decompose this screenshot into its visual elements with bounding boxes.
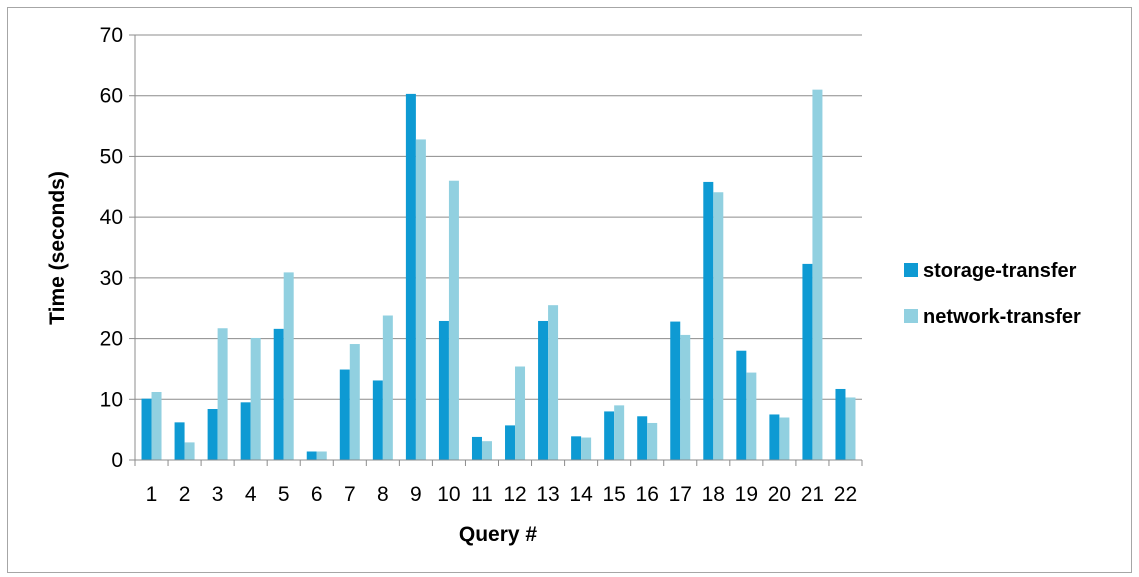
bar-network-transfer-5 [283,272,294,460]
x-tick-label: 17 [669,483,692,506]
bar-network-transfer-10 [448,180,459,460]
bar-storage-transfer-2 [174,422,185,460]
x-axis-title: Query # [459,523,538,546]
x-tick-label: 3 [212,483,224,506]
bar-storage-transfer-19 [736,350,747,460]
x-tick-label: 5 [278,483,290,506]
bar-storage-transfer-16 [637,416,648,460]
x-tick-label: 13 [536,483,559,506]
bar-network-transfer-12 [515,366,526,460]
y-tick-label: 0 [111,449,123,472]
gridlines [135,34,862,400]
bar-storage-transfer-15 [604,411,615,460]
bar-storage-transfer-20 [769,414,780,460]
x-tick-label: 9 [410,483,422,506]
bar-network-transfer-19 [746,372,757,460]
x-tick-label: 2 [179,483,191,506]
bar-network-transfer-18 [713,192,724,460]
x-tick-label: 4 [245,483,257,506]
bar-network-transfer-17 [680,334,691,460]
bar-storage-transfer-6 [306,451,317,460]
bar-network-transfer-20 [779,417,790,460]
bar-storage-transfer-11 [471,436,482,460]
bar-network-transfer-4 [250,337,261,460]
bar-network-transfer-16 [647,422,658,460]
bar-network-transfer-7 [349,344,360,460]
bar-network-transfer-1 [151,392,162,460]
bar-network-transfer-15 [614,405,625,460]
bar-network-transfer-13 [548,305,559,460]
x-tick-label: 12 [503,483,526,506]
bars [141,89,856,461]
bar-storage-transfer-7 [339,369,350,460]
y-tick-label: 50 [100,145,123,168]
y-tick-labels: 0 10 20 30 40 50 60 70 [100,24,123,472]
y-axis-title: Time (seconds) [46,171,69,325]
x-tick-label: 10 [437,483,460,506]
bar-storage-transfer-3 [207,409,218,460]
bar-storage-transfer-10 [438,320,449,460]
bar-network-transfer-3 [217,328,228,460]
x-tick-label: 15 [602,483,625,506]
x-tick-label: 7 [344,483,356,506]
legend: storage-transfer network-transfer [904,260,1081,328]
x-tick-label: 22 [834,483,857,506]
x-tick-label: 6 [311,483,323,506]
y-tick-label: 40 [100,206,123,229]
y-tick-label: 60 [100,85,123,108]
x-tick-label: 16 [636,483,659,506]
bar-storage-transfer-5 [273,328,284,460]
legend-swatch-network-transfer [904,309,918,323]
bar-storage-transfer-22 [835,388,846,460]
axes [129,34,863,466]
legend-label-storage-transfer: storage-transfer [923,260,1077,282]
bar-storage-transfer-12 [505,425,516,460]
legend-swatch-storage-transfer [904,263,918,277]
y-tick-label: 70 [100,24,123,47]
bar-storage-transfer-14 [571,436,582,460]
x-tick-label: 20 [768,483,791,506]
legend-label-network-transfer: network-transfer [923,306,1081,328]
bar-network-transfer-8 [382,315,393,460]
bar-network-transfer-6 [316,451,327,460]
bar-storage-transfer-18 [703,181,714,460]
bar-storage-transfer-13 [538,320,549,460]
x-tick-labels: 1 2 3 4 5 6 7 8 9 10 11 12 13 14 15 16 17 18 19 20 21 22 [146,483,857,506]
bar-network-transfer-22 [845,397,856,460]
bar-storage-transfer-9 [405,93,416,461]
bar-network-transfer-11 [481,441,492,460]
x-tick-label: 21 [801,483,824,506]
bar-network-transfer-21 [812,89,823,461]
chart-frame [7,7,1132,573]
bar-storage-transfer-17 [670,321,681,460]
x-tick-label: 19 [735,483,758,506]
x-tick-label: 14 [569,483,593,506]
y-tick-label: 20 [100,328,123,351]
x-tick-label: 8 [377,483,389,506]
bar-storage-transfer-4 [240,402,251,460]
bar-storage-transfer-21 [802,263,813,460]
x-tick-label: 1 [146,483,158,506]
x-tick-label: 18 [702,483,725,506]
bar-storage-transfer-8 [372,380,383,460]
bar-network-transfer-9 [415,139,426,460]
bar-network-transfer-2 [184,442,195,460]
y-tick-label: 10 [100,388,123,411]
bar-network-transfer-14 [581,437,592,460]
bar-storage-transfer-1 [141,398,152,460]
x-tick-label: 11 [471,483,493,506]
y-tick-label: 30 [100,267,123,290]
